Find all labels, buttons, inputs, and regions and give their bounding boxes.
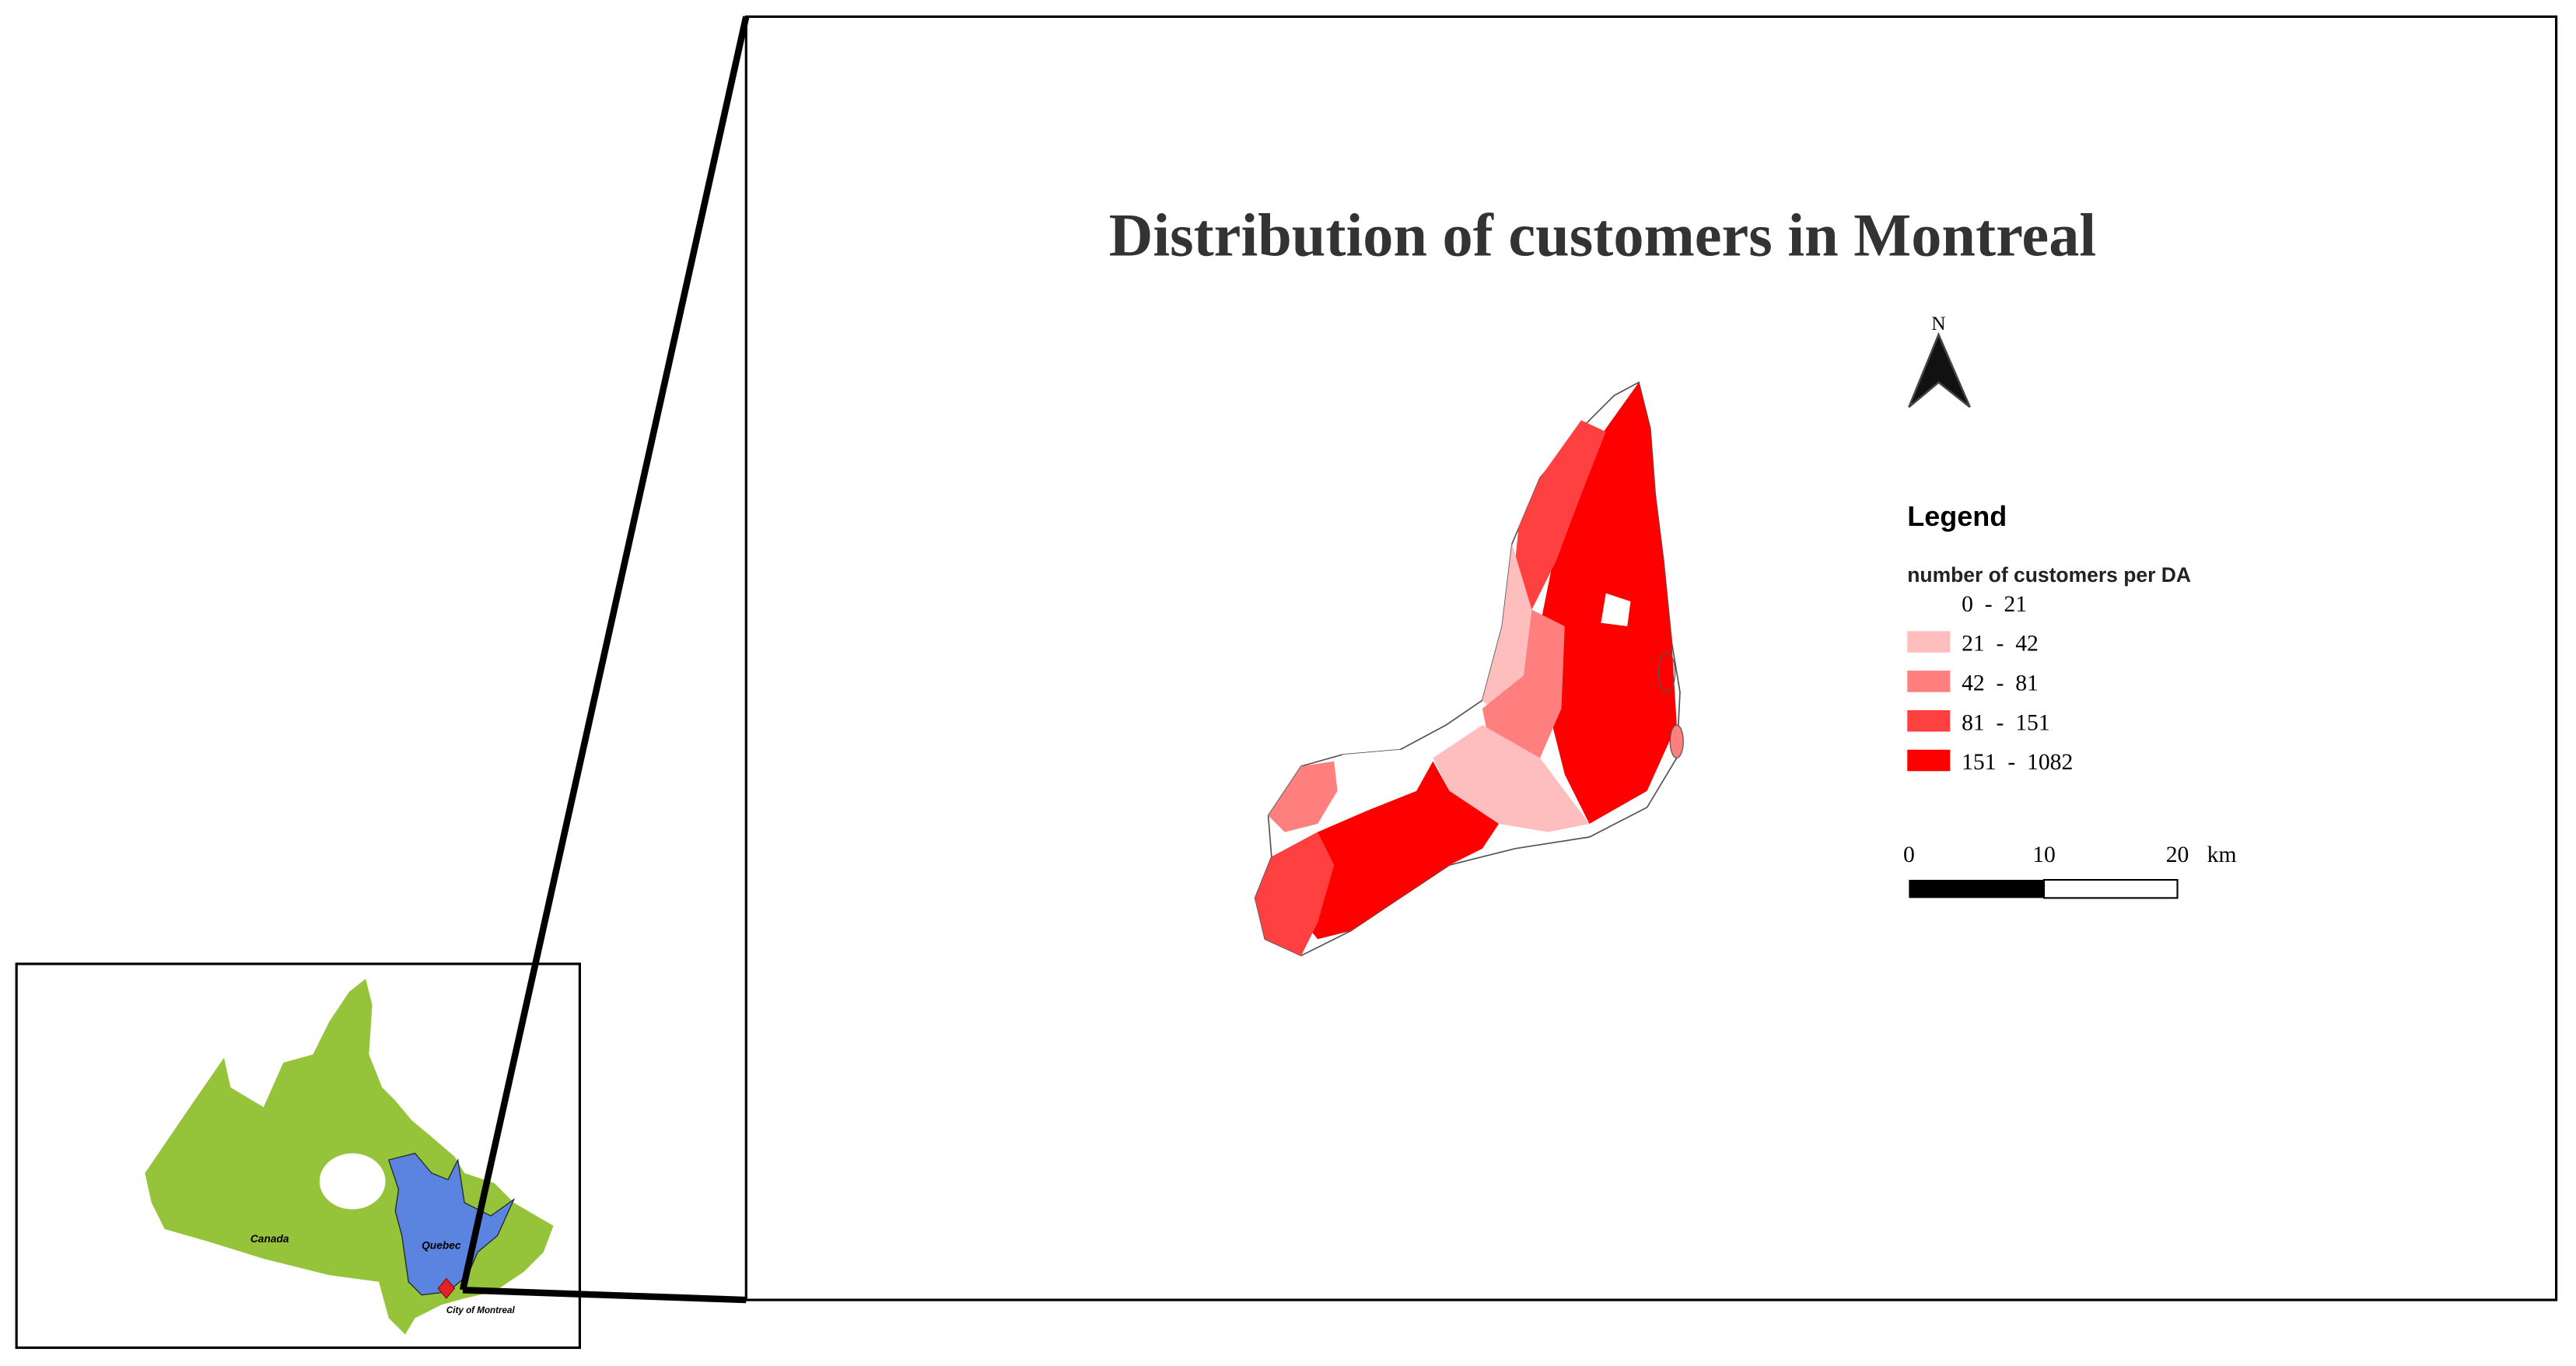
scale-bar: 0 10 20 km (1903, 842, 2237, 899)
legend-item-label: 151 - 1082 (1962, 750, 2073, 775)
zoom-line-top (459, 16, 750, 1291)
scale-label-20: 20 (2166, 842, 2189, 867)
zone-south-tip (1255, 832, 1335, 956)
north-label: N (1931, 313, 1945, 334)
scale-segment-2 (2042, 879, 2179, 899)
legend-swatch (1907, 709, 1951, 732)
legend-item-label: 42 - 81 (1962, 671, 2039, 696)
legend-item-label: 21 - 42 (1962, 632, 2039, 657)
map-title: Distribution of customers in Montreal (1109, 201, 2096, 268)
montreal-choropleth (1254, 381, 1684, 957)
legend-swatch (1907, 671, 1951, 692)
legend-item-label: 0 - 21 (1962, 592, 2027, 617)
north-arrow-icon: N (1908, 313, 1971, 408)
legend: Legend number of customers per DA 0 - 21… (1907, 500, 2191, 775)
zoom-line-bottom (462, 1287, 747, 1304)
quebec-label: Quebec (422, 1239, 461, 1251)
city-of-montreal-marker (437, 1277, 456, 1299)
city-label: City of Montreal (446, 1305, 516, 1315)
legend-swatch (1907, 591, 1951, 613)
scale-unit: km (2207, 842, 2237, 867)
legend-subtitle: number of customers per DA (1907, 563, 2191, 587)
scale-segment-1 (1909, 880, 2044, 898)
zone-bizard (1268, 761, 1338, 832)
zone-southwest (1271, 761, 1500, 940)
zone-center (1482, 609, 1565, 758)
island-ile-perrot (1669, 724, 1684, 758)
zone-mid-north (1512, 420, 1606, 610)
zone-low-west (1482, 544, 1532, 709)
scale-label-0: 0 (1903, 842, 1915, 867)
legend-item-label: 81 - 151 (1962, 710, 2050, 735)
scale-label-10: 10 (2032, 842, 2056, 867)
legend-title: Legend (1907, 500, 2007, 532)
island-small (1657, 652, 1676, 693)
quebec-shape (387, 1152, 516, 1296)
zone-white-east (1601, 593, 1631, 626)
zone-white-west (1342, 749, 1433, 811)
inset-canada-map: Canada Quebec City of Montreal (145, 979, 554, 1335)
legend-swatch (1907, 749, 1951, 772)
legend-swatch (1907, 631, 1951, 653)
hudson-bay (319, 1153, 386, 1210)
zone-central-light (1433, 725, 1590, 832)
canada-label: Canada (250, 1233, 289, 1245)
